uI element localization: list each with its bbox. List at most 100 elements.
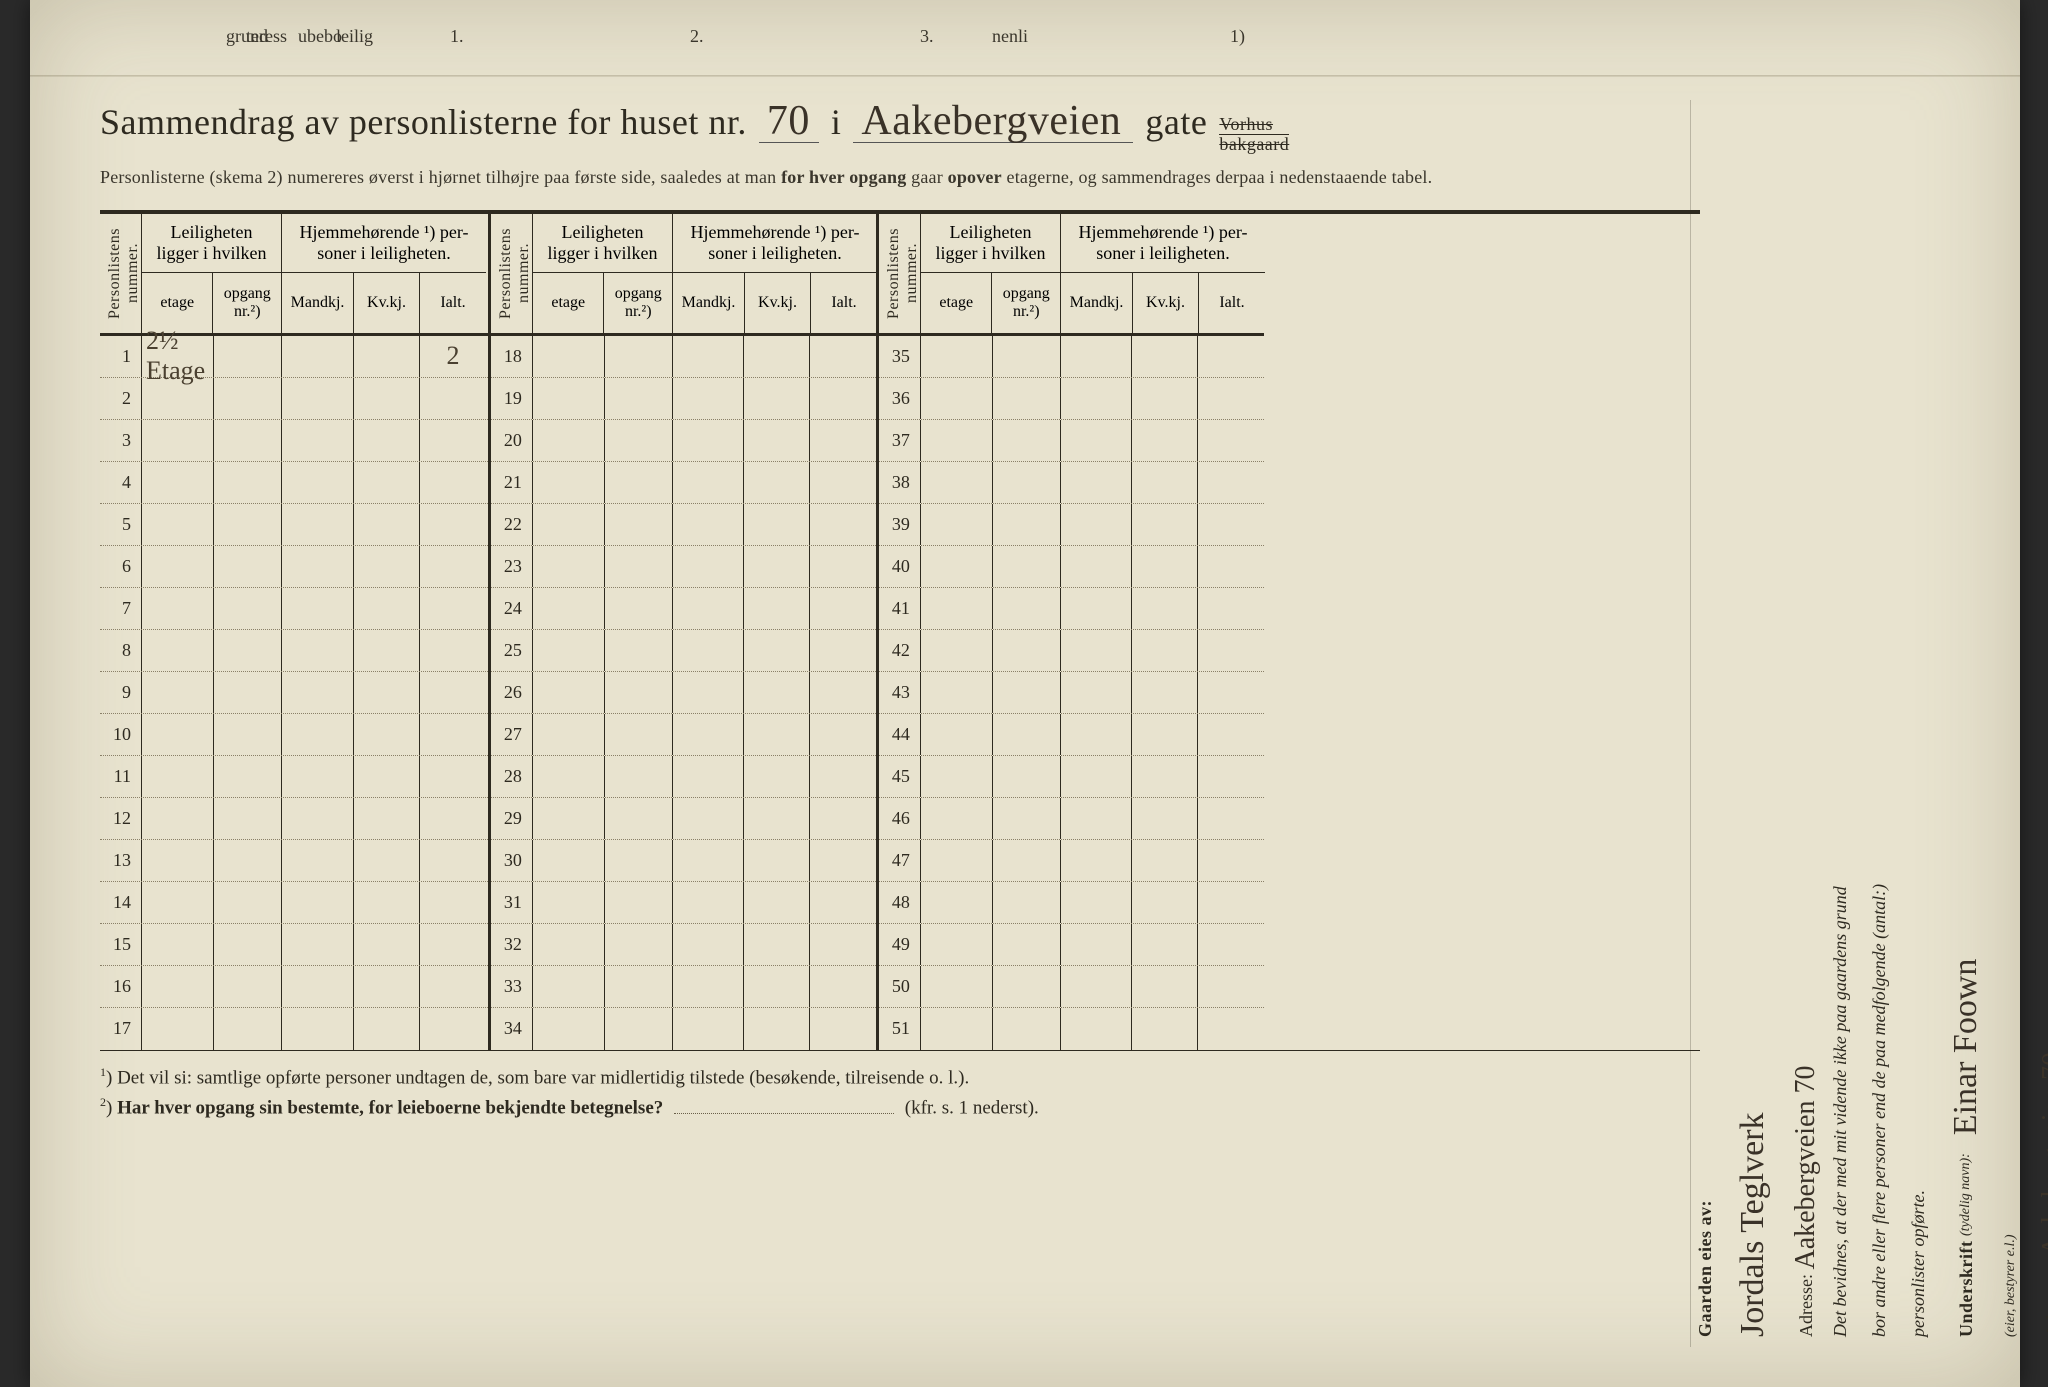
cell-mandkj <box>1061 630 1133 671</box>
footnote-2-q: Har hver opgang sin bestemte, for leiebo… <box>117 1098 663 1119</box>
cell-kvkj <box>354 462 420 503</box>
sub-b: for hver opgang <box>781 167 906 187</box>
cell-opgang <box>605 672 673 713</box>
cell-nr: 35 <box>879 336 921 377</box>
cell-opgang <box>214 840 282 881</box>
cell-ialt <box>420 630 486 671</box>
cell-etage <box>142 882 214 923</box>
underskrift-line: Underskrift (tydelig navn): Einar Foown <box>1947 110 1985 1337</box>
table-row: 16 <box>100 966 488 1008</box>
cell-nr: 44 <box>879 714 921 755</box>
cell-ialt <box>810 924 876 965</box>
table-row: 6 <box>100 546 488 588</box>
cell-opgang <box>993 756 1061 797</box>
edge-text-fragment: 3. <box>920 26 934 47</box>
cell-mandkj <box>673 462 745 503</box>
cell-etage <box>921 840 993 881</box>
cell-etage <box>142 630 214 671</box>
cell-ialt <box>810 336 876 377</box>
cell-mandkj <box>673 588 745 629</box>
gate-type: Vorhus bakgaard <box>1219 115 1289 153</box>
table-row: 24 <box>491 588 876 630</box>
cell-nr: 34 <box>491 1008 533 1050</box>
cell-nr: 4 <box>100 462 142 503</box>
cell-nr: 41 <box>879 588 921 629</box>
cell-opgang <box>605 504 673 545</box>
cell-opgang <box>993 840 1061 881</box>
cell-nr: 15 <box>100 924 142 965</box>
cell-etage <box>533 966 605 1007</box>
col-ialt: Ialt. <box>811 273 877 333</box>
cell-kvkj <box>1132 630 1198 671</box>
edge-text-fragment: leilig <box>336 26 373 47</box>
bakgaard-struck: bakgaard <box>1219 135 1289 153</box>
cell-mandkj <box>1061 840 1133 881</box>
cell-ialt <box>420 588 486 629</box>
cell-nr: 39 <box>879 504 921 545</box>
table-body: 18 19 20 21 22 <box>491 336 876 1050</box>
col-ialt: Ialt. <box>1199 273 1265 333</box>
cell-nr: 11 <box>100 756 142 797</box>
cell-opgang <box>605 336 673 377</box>
table-row: 44 <box>879 714 1264 756</box>
cell-kvkj <box>354 630 420 671</box>
cell-opgang <box>605 462 673 503</box>
cell-mandkj <box>673 1008 745 1050</box>
footnote-2: 2) Har hver opgang sin bestemte, for lei… <box>100 1095 1700 1119</box>
cell-kvkj <box>744 420 810 461</box>
cell-nr: 18 <box>491 336 533 377</box>
cell-ialt <box>810 672 876 713</box>
cell-mandkj <box>1061 504 1133 545</box>
cell-ialt <box>420 756 486 797</box>
cell-opgang <box>993 714 1061 755</box>
cell-nr: 47 <box>879 840 921 881</box>
cell-kvkj <box>354 336 420 377</box>
cell-nr: 50 <box>879 966 921 1007</box>
table-block: Personlistensnummer. Leilighetenligger i… <box>876 214 1264 1050</box>
cell-ialt <box>810 966 876 1007</box>
cell-opgang <box>214 504 282 545</box>
cell-ialt <box>1198 672 1264 713</box>
cell-etage <box>921 882 993 923</box>
cell-ialt <box>420 840 486 881</box>
col-opgang: opgangnr.²) <box>213 273 281 333</box>
table-row: 31 <box>491 882 876 924</box>
cell-etage <box>142 378 214 419</box>
cell-opgang <box>605 714 673 755</box>
cell-nr: 25 <box>491 630 533 671</box>
cell-etage <box>533 924 605 965</box>
cell-etage <box>533 882 605 923</box>
col-kvkj: Kv.kj. <box>1133 273 1199 333</box>
table-row: 14 <box>100 882 488 924</box>
cell-kvkj <box>354 672 420 713</box>
cell-opgang <box>605 882 673 923</box>
col-kvkj: Kv.kj. <box>745 273 811 333</box>
summary-table: Personlistensnummer. Leilighetenligger i… <box>100 210 1700 1051</box>
cell-mandkj <box>673 546 745 587</box>
cell-mandkj <box>1061 1008 1133 1050</box>
cell-kvkj <box>1132 336 1198 377</box>
col-group-leiligheten: Leilighetenligger i hvilken etage opgang… <box>921 214 1061 333</box>
cell-ialt: 2 <box>420 336 486 377</box>
cell-nr: 49 <box>879 924 921 965</box>
cell-kvkj <box>354 756 420 797</box>
cell-kvkj <box>354 420 420 461</box>
cell-opgang <box>605 924 673 965</box>
col-etage: etage <box>921 273 992 333</box>
cell-opgang <box>605 840 673 881</box>
cell-mandkj <box>282 966 354 1007</box>
table-row: 42 <box>879 630 1264 672</box>
cell-opgang <box>993 924 1061 965</box>
cell-ialt <box>1198 924 1264 965</box>
sub-d: opover <box>948 167 1002 187</box>
cell-nr: 7 <box>100 588 142 629</box>
table-row: 11 <box>100 756 488 798</box>
underskrift-note: (tydelig navn): <box>1958 1153 1973 1236</box>
table-row: 3 <box>100 420 488 462</box>
cell-ialt <box>420 924 486 965</box>
cell-etage <box>142 924 214 965</box>
cell-mandkj <box>282 714 354 755</box>
cell-kvkj <box>354 798 420 839</box>
table-row: 33 <box>491 966 876 1008</box>
cell-nr: 27 <box>491 714 533 755</box>
